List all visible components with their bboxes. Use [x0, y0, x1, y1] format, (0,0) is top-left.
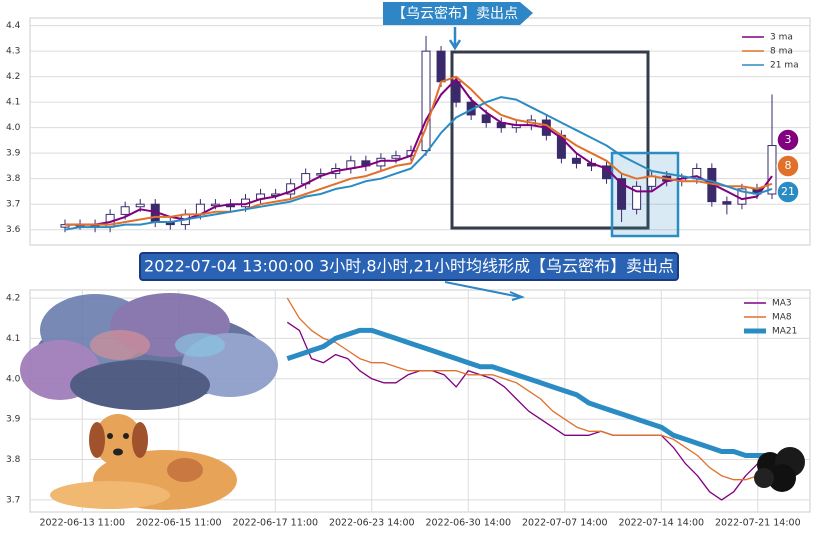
x-tick-label: 2022-07-07 14:00 [522, 518, 608, 529]
ma-line [286, 321, 771, 501]
x-tick-label: 2022-06-13 11:00 [39, 518, 125, 529]
candle-body [421, 50, 431, 152]
y-tick-label: 3.8 [6, 174, 21, 184]
candle-body [617, 178, 627, 210]
y-tick-label: 4.1 [6, 334, 20, 344]
x-tick-label: 2022-06-17 11:00 [232, 518, 318, 529]
arrow [444, 281, 525, 301]
banner [139, 252, 679, 281]
legend-label: MA3 [772, 299, 792, 309]
y-tick-label: 4.2 [6, 72, 20, 82]
y-tick-label: 4.1 [6, 98, 20, 108]
y-tick-label: 4.3 [6, 47, 20, 57]
series-badge-label: 21 [781, 185, 795, 198]
y-tick-label: 3.7 [6, 495, 20, 505]
candle-body [451, 81, 461, 103]
legend-label: MA21 [772, 327, 797, 337]
y-tick-label: 3.8 [6, 455, 21, 465]
candle-body [135, 203, 145, 208]
y-tick-label: 3.6 [6, 225, 21, 235]
annotation-text: 【乌云密布】卖出点 [392, 5, 518, 22]
top-plot [29, 17, 811, 246]
y-tick-label: 4.4 [6, 21, 21, 31]
candle-body [632, 185, 642, 210]
ma-line [286, 327, 770, 458]
x-tick-label: 2022-07-14 14:00 [618, 518, 704, 529]
y-tick-label: 3.7 [6, 200, 20, 210]
y-tick-label: 3.9 [6, 415, 21, 425]
legend-label: MA8 [772, 313, 792, 323]
annotation-banner [383, 2, 533, 25]
x-tick-label: 2022-06-30 14:00 [425, 518, 511, 529]
y-tick-label: 4.0 [6, 374, 21, 384]
candle-body [571, 157, 581, 164]
ma-line [286, 297, 771, 481]
candle-body [647, 175, 657, 187]
series-badge [776, 180, 800, 204]
ma-line [64, 96, 773, 231]
series-badge [776, 128, 800, 152]
y-tick-label: 3.9 [6, 149, 21, 159]
series-badge-label: 8 [785, 159, 792, 172]
x-tick-label: 2022-06-23 14:00 [329, 518, 415, 529]
series-badge-label: 3 [785, 133, 792, 146]
candle-body [391, 155, 401, 159]
candle-body [436, 50, 446, 83]
dark-cloud-icon [754, 447, 805, 492]
arrow [448, 27, 462, 51]
x-tick-label: 2022-06-15 11:00 [136, 518, 222, 529]
dog-illustration [50, 414, 237, 510]
legend-label: 3 ma [770, 33, 793, 43]
ma-line [65, 75, 773, 226]
candle-body [120, 206, 130, 215]
cloud-illustration [20, 293, 278, 410]
legend-label: 21 ma [770, 61, 799, 71]
y-tick-label: 4.2 [6, 294, 20, 304]
highlight-box [450, 50, 650, 230]
series-badge [776, 154, 800, 178]
legend-label: 8 ma [770, 47, 793, 57]
candle-body [722, 201, 732, 205]
banner-text: 2022-07-04 13:00:00 3小时,8小时,21小时均线形成【乌云密… [144, 257, 674, 276]
x-tick-label: 2022-07-21 14:00 [715, 518, 801, 529]
y-tick-label: 4.0 [6, 123, 21, 133]
candle-body [767, 145, 777, 195]
candle-body [481, 114, 491, 124]
